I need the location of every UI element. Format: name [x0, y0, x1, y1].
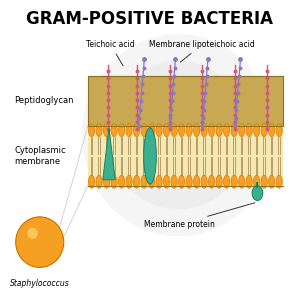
Circle shape [82, 34, 274, 236]
Ellipse shape [118, 175, 125, 188]
Circle shape [41, 242, 43, 245]
Ellipse shape [201, 175, 207, 188]
Circle shape [38, 239, 46, 247]
Circle shape [108, 61, 249, 209]
Text: Membrane lipoteichoic acid: Membrane lipoteichoic acid [149, 40, 255, 62]
Ellipse shape [261, 124, 267, 137]
Ellipse shape [238, 124, 245, 137]
Circle shape [20, 221, 60, 264]
Ellipse shape [208, 175, 215, 188]
Circle shape [27, 228, 38, 239]
Text: Staphylococcus: Staphylococcus [10, 279, 70, 288]
Circle shape [19, 220, 62, 265]
Circle shape [130, 85, 226, 186]
Ellipse shape [164, 175, 170, 188]
Circle shape [28, 230, 53, 256]
Text: Peptidoglycan: Peptidoglycan [14, 97, 74, 106]
Ellipse shape [201, 124, 207, 137]
Ellipse shape [216, 124, 222, 137]
Ellipse shape [194, 124, 200, 137]
Polygon shape [103, 128, 115, 180]
Ellipse shape [126, 175, 132, 188]
Text: Cytoplasmic
membrane: Cytoplasmic membrane [14, 146, 66, 166]
Ellipse shape [118, 124, 125, 137]
Ellipse shape [96, 124, 102, 137]
Ellipse shape [134, 175, 140, 188]
Ellipse shape [148, 124, 155, 137]
Ellipse shape [178, 175, 185, 188]
Ellipse shape [216, 175, 222, 188]
Ellipse shape [224, 124, 230, 137]
Ellipse shape [96, 175, 102, 188]
Text: Teichoic acid: Teichoic acid [86, 40, 135, 66]
Circle shape [37, 238, 47, 248]
Bar [88, 76, 283, 126]
Ellipse shape [208, 124, 215, 137]
Circle shape [27, 228, 55, 257]
Circle shape [17, 218, 63, 266]
Ellipse shape [254, 175, 260, 188]
Circle shape [24, 225, 57, 260]
Circle shape [31, 232, 51, 254]
Ellipse shape [186, 124, 192, 137]
Ellipse shape [186, 175, 192, 188]
Ellipse shape [164, 124, 170, 137]
Ellipse shape [171, 175, 177, 188]
Ellipse shape [126, 124, 132, 137]
Ellipse shape [276, 175, 282, 188]
Ellipse shape [111, 175, 117, 188]
Ellipse shape [144, 128, 156, 184]
Ellipse shape [156, 175, 162, 188]
Ellipse shape [261, 175, 267, 188]
Circle shape [153, 108, 204, 162]
Circle shape [16, 217, 64, 267]
Ellipse shape [276, 124, 282, 137]
Circle shape [35, 236, 48, 250]
Ellipse shape [194, 175, 200, 188]
Ellipse shape [103, 175, 110, 188]
Circle shape [32, 234, 50, 252]
Ellipse shape [171, 124, 177, 137]
Circle shape [39, 241, 44, 246]
Ellipse shape [231, 175, 237, 188]
Ellipse shape [134, 124, 140, 137]
Ellipse shape [268, 124, 275, 137]
Circle shape [23, 224, 58, 261]
Ellipse shape [246, 124, 252, 137]
Circle shape [26, 226, 56, 259]
Bar [88, 126, 283, 186]
Ellipse shape [231, 124, 237, 137]
Circle shape [21, 223, 59, 262]
Text: GRAM-POSITIVE BACTERIA: GRAM-POSITIVE BACTERIA [26, 10, 274, 28]
Ellipse shape [246, 175, 252, 188]
Ellipse shape [103, 124, 110, 137]
Ellipse shape [111, 124, 117, 137]
Ellipse shape [88, 175, 95, 188]
Text: Membrane protein: Membrane protein [144, 203, 255, 229]
Ellipse shape [148, 175, 155, 188]
Circle shape [30, 231, 52, 255]
Ellipse shape [156, 124, 162, 137]
Ellipse shape [141, 124, 147, 137]
Ellipse shape [268, 175, 275, 188]
Ellipse shape [224, 175, 230, 188]
Ellipse shape [238, 175, 245, 188]
Circle shape [34, 235, 49, 251]
Circle shape [16, 217, 64, 267]
Ellipse shape [252, 186, 263, 200]
Ellipse shape [178, 124, 185, 137]
Ellipse shape [88, 124, 95, 137]
Ellipse shape [254, 124, 260, 137]
Ellipse shape [141, 175, 147, 188]
